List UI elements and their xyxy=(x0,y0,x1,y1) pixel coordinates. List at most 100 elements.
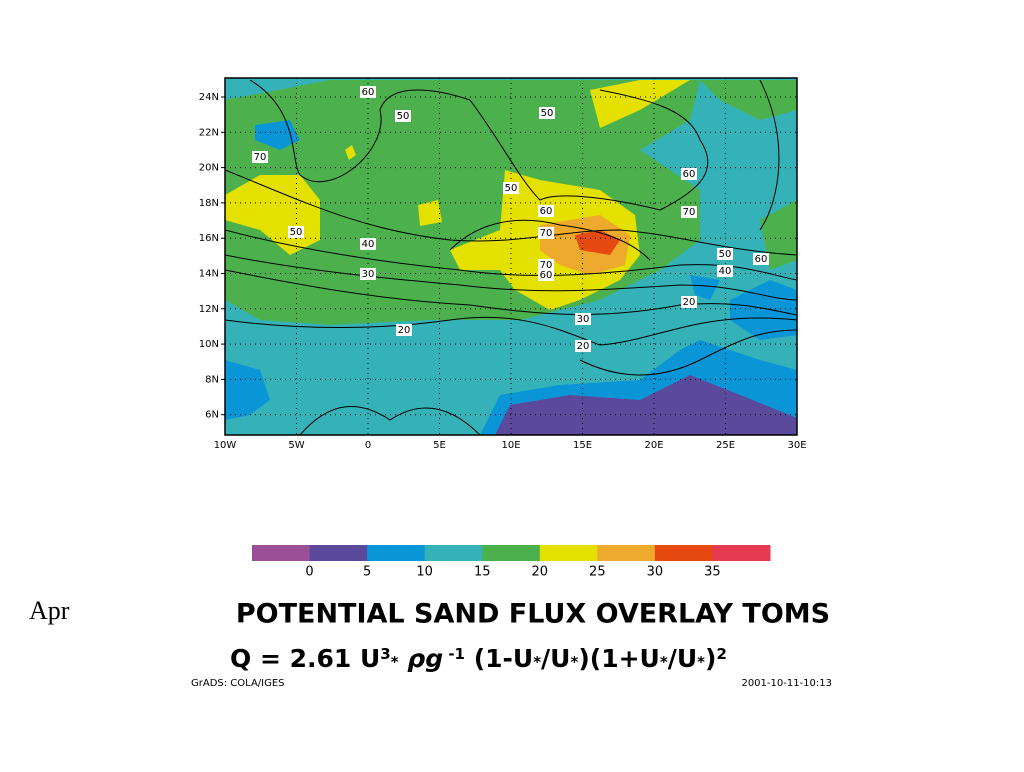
x-tick-label: 10E xyxy=(501,440,520,451)
contour-label: 20 xyxy=(398,325,411,336)
colorbar-label: 15 xyxy=(474,565,491,580)
contour-label-bg xyxy=(575,340,591,352)
contour-label-bg xyxy=(360,238,376,250)
contour-label: 40 xyxy=(362,239,375,250)
x-tick-label: 5E xyxy=(433,440,446,451)
contour-label-bg xyxy=(538,205,554,217)
contour-label-bg xyxy=(681,296,697,308)
contour-label-bg xyxy=(396,324,412,336)
colorbar-swatch xyxy=(367,545,426,561)
contour-label: 20 xyxy=(683,297,696,308)
colorbar-swatch xyxy=(654,545,713,561)
colorbar-label: 0 xyxy=(305,565,313,580)
contour-label-bg xyxy=(360,86,376,98)
formula-part: /U xyxy=(668,644,697,673)
x-tick-label: 30E xyxy=(787,440,806,451)
formula-part: )(1+U xyxy=(578,644,660,673)
formula-part: * xyxy=(697,653,705,671)
contour-label-bg xyxy=(717,265,733,277)
contour-label-bg xyxy=(503,182,519,194)
contour-label: 70 xyxy=(683,207,696,218)
formula: Q = 2.61 U3* ρg -1 (1-U*/U*)(1+U*/U*)2 xyxy=(230,644,727,673)
colorbar-swatch xyxy=(539,545,598,561)
formula-part: * xyxy=(391,653,399,671)
contour-label-bg xyxy=(539,107,555,119)
contour-label: 50 xyxy=(541,108,554,119)
colorbar-label: 30 xyxy=(647,565,664,580)
contour-label-bg xyxy=(395,110,411,122)
contour-label: 60 xyxy=(540,270,553,281)
map-grid xyxy=(221,78,797,435)
contour-label: 60 xyxy=(540,206,553,217)
contour-label: 70 xyxy=(254,152,267,163)
contour-label: 40 xyxy=(719,266,732,277)
formula-part: ) xyxy=(705,644,716,673)
x-tick-label: 25E xyxy=(716,440,735,451)
formula-part: (1-U xyxy=(465,644,533,673)
contour-label: 70 xyxy=(540,260,553,271)
colorbar-label: 20 xyxy=(532,565,549,580)
contour-label-bg xyxy=(360,268,376,280)
y-tick-label: 8N xyxy=(205,374,219,385)
contour-label: 60 xyxy=(755,254,768,265)
y-tick-label: 24N xyxy=(199,92,219,103)
colorbar-swatch xyxy=(424,545,483,561)
slide-label: Apr xyxy=(29,596,70,625)
formula-part: 3 xyxy=(380,645,390,663)
formula-part: -1 xyxy=(443,645,465,663)
contour-label-bg xyxy=(538,259,554,271)
x-tick-label: 15E xyxy=(573,440,592,451)
formula-part: * xyxy=(660,653,668,671)
x-tick-label: 20E xyxy=(644,440,663,451)
footer-right: 2001-10-11-10:13 xyxy=(741,678,832,689)
title: POTENTIAL SAND FLUX OVERLAY TOMS xyxy=(236,599,830,630)
colorbar-swatch xyxy=(252,545,311,561)
colorbar-label: 5 xyxy=(363,565,371,580)
footer-left: GrADS: COLA/IGES xyxy=(191,678,285,689)
x-tick-label: 10W xyxy=(214,440,237,451)
y-tick-label: 10N xyxy=(199,339,219,350)
y-tick-label: 12N xyxy=(199,304,219,315)
colorbar-label: 25 xyxy=(589,565,606,580)
formula-part: Q = 2.61 U xyxy=(230,644,380,673)
colorbar-swatch xyxy=(597,545,656,561)
contour-label-bg xyxy=(753,253,769,265)
contour-label-bg xyxy=(717,248,733,260)
contour-label: 50 xyxy=(290,227,303,238)
contour-label: 30 xyxy=(577,314,590,325)
contour-label: 50 xyxy=(505,183,518,194)
formula-part: 2 xyxy=(716,645,726,663)
map-frame xyxy=(224,77,798,436)
formula-part: /U xyxy=(541,644,570,673)
contour-label-bg xyxy=(538,227,554,239)
colorbar-label: 35 xyxy=(704,565,721,580)
contour-label-bg xyxy=(252,151,268,163)
contour-label-bg xyxy=(575,313,591,325)
formula-part: * xyxy=(570,653,578,671)
y-tick-label: 18N xyxy=(199,198,219,209)
contour-label: 20 xyxy=(577,341,590,352)
formula-part: * xyxy=(533,653,541,671)
x-tick-label: 5W xyxy=(288,440,304,451)
colorbar-swatch xyxy=(482,545,541,561)
contour-label-bg xyxy=(288,226,304,238)
y-tick-label: 6N xyxy=(205,410,219,421)
contour-label: 60 xyxy=(683,169,696,180)
contour-label: 30 xyxy=(362,269,375,280)
contour-label: 60 xyxy=(362,87,375,98)
contour-label: 50 xyxy=(719,249,732,260)
contour-label: 50 xyxy=(397,111,410,122)
contour-label: 70 xyxy=(540,228,553,239)
colorbar-swatch xyxy=(309,545,368,561)
y-tick-label: 14N xyxy=(199,269,219,280)
map-fill xyxy=(225,78,797,435)
contour-label-bg xyxy=(681,168,697,180)
y-tick-label: 16N xyxy=(199,233,219,244)
y-tick-label: 20N xyxy=(199,163,219,174)
colorbar-label: 10 xyxy=(416,565,433,580)
contour-lines xyxy=(225,79,797,435)
formula-part: ρg xyxy=(399,644,444,673)
y-tick-label: 22N xyxy=(199,127,219,138)
contour-label-bg xyxy=(681,206,697,218)
